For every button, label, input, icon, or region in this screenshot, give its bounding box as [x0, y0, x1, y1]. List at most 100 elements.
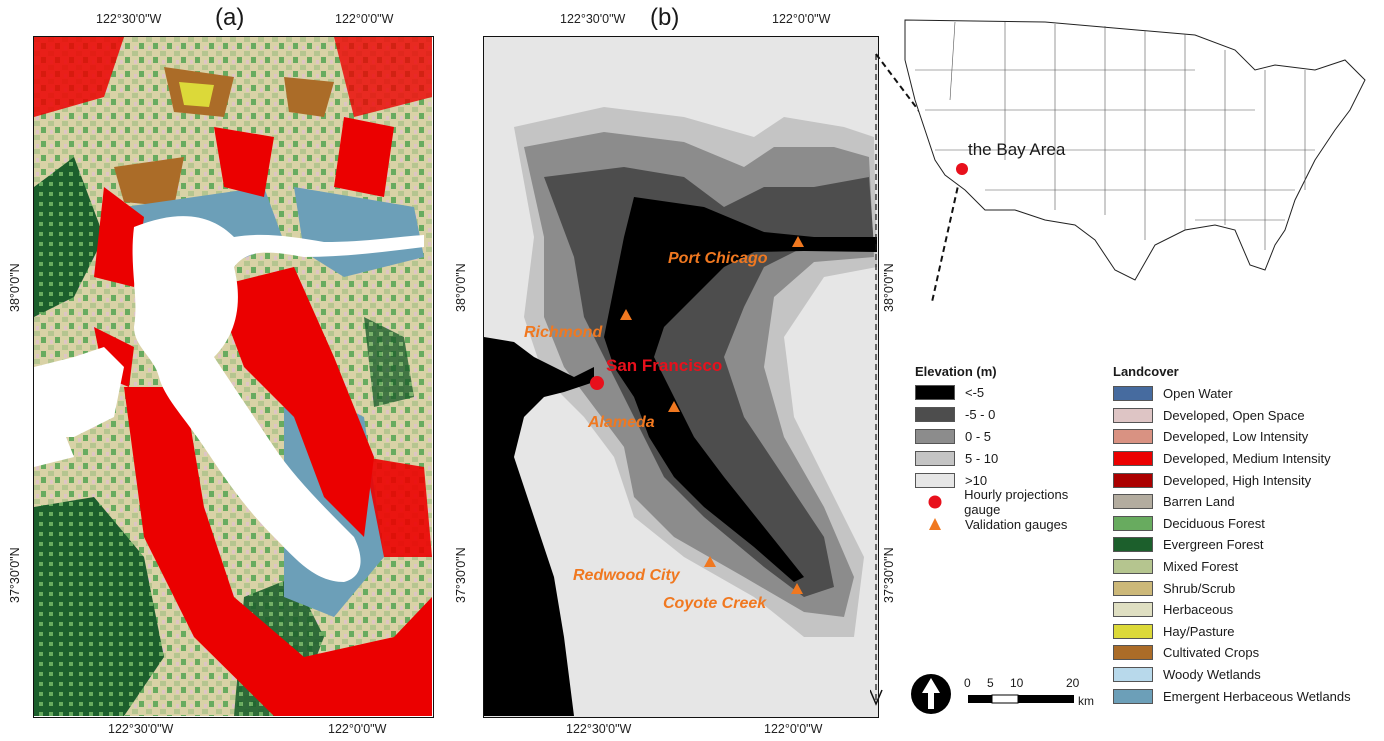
- landcover-swatch: [1113, 537, 1153, 553]
- landcover-class-label: Barren Land: [1163, 494, 1235, 510]
- elevation-class-3: 0 - 5: [915, 425, 1105, 447]
- elevation-swatch: [915, 450, 955, 466]
- elevation-class-label: -5 - 0: [965, 406, 996, 422]
- label-coyote-creek: Coyote Creek: [663, 595, 767, 612]
- elevation-class-5: >10: [915, 469, 1105, 491]
- landcover-class: Barren Land: [1113, 491, 1378, 513]
- landcover-class: Deciduous Forest: [1113, 513, 1378, 535]
- landcover-class: Shrub/Scrub: [1113, 577, 1378, 599]
- landcover-swatch: [1113, 688, 1153, 704]
- inset-bay-area-label: the Bay Area: [968, 140, 1066, 159]
- landcover-map: [33, 36, 434, 718]
- landcover-class: Hay/Pasture: [1113, 621, 1378, 643]
- scale-unit: km: [1078, 694, 1094, 708]
- landcover-class-label: Herbaceous: [1163, 602, 1234, 618]
- scale-bar-graphic: [968, 694, 1074, 704]
- panel-a-label: (a): [215, 4, 245, 31]
- label-richmond: Richmond: [524, 324, 603, 341]
- elevation-class-label: 5 - 10: [965, 450, 999, 466]
- landcover-swatch: [1113, 515, 1153, 531]
- landcover-class-label: Woody Wetlands: [1163, 667, 1261, 683]
- b-top-lon-2: 122°0'0"W: [772, 12, 831, 26]
- landcover-swatch: [1113, 472, 1153, 488]
- elevation-class-1: <-5: [915, 381, 1105, 403]
- landcover-swatch: [1113, 623, 1153, 639]
- landcover-swatch: [1113, 429, 1153, 445]
- elevation-swatch: [915, 384, 955, 400]
- elevation-class-4: 5 - 10: [915, 447, 1105, 469]
- scale-tick-0: 0: [964, 676, 971, 690]
- landcover-class-label: Developed, Low Intensity: [1163, 429, 1309, 445]
- landcover-class-label: Developed, Medium Intensity: [1163, 451, 1331, 467]
- landcover-swatch: [1113, 451, 1153, 467]
- elevation-legend-title: Elevation (m): [915, 364, 997, 379]
- a-top-lon-1: 122°30'0"W: [96, 12, 162, 26]
- b-top-lon-1: 122°30'0"W: [560, 12, 626, 26]
- landcover-class-label: Emergent Herbaceous Wetlands: [1163, 688, 1351, 704]
- a-left-lat-2: 37°30'0"N: [8, 547, 22, 603]
- elevation-swatch: [915, 428, 955, 444]
- b-bottom-lon-2: 122°0'0"W: [764, 722, 823, 736]
- b-bottom-lon-1: 122°30'0"W: [566, 722, 632, 736]
- scale-tick-10: 10: [1010, 676, 1024, 690]
- scale-tick-5: 5: [987, 676, 994, 690]
- label-port-chicago: Port Chicago: [668, 250, 768, 267]
- north-arrow-icon: [910, 673, 952, 715]
- landcover-swatch: [1113, 494, 1153, 510]
- landcover-swatch: [1113, 645, 1153, 661]
- a-left-lat-1: 38°0'0"N: [8, 263, 22, 312]
- landcover-legend-title: Landcover: [1113, 364, 1179, 379]
- elevation-class-label: <-5: [965, 384, 985, 400]
- validation-gauge-legend-row: Validation gauges: [915, 513, 1105, 535]
- scale-tick-20: 20: [1066, 676, 1080, 690]
- landcover-class-label: Mixed Forest: [1163, 559, 1239, 575]
- landcover-class: Cultivated Crops: [1113, 642, 1378, 664]
- landcover-class-label: Cultivated Crops: [1163, 645, 1260, 661]
- landcover-class-label: Hay/Pasture: [1163, 623, 1235, 639]
- landcover-legend: Landcover Open Water Developed, Open Spa…: [1113, 364, 1378, 707]
- landcover-swatch: [1113, 407, 1153, 423]
- landcover-map-graphic: [34, 37, 432, 716]
- elevation-map: [483, 36, 879, 718]
- validation-gauge-label: Validation gauges: [965, 516, 1068, 532]
- label-alameda: Alameda: [588, 414, 655, 431]
- landcover-swatch: [1113, 559, 1153, 575]
- landcover-swatch: [1113, 602, 1153, 618]
- elevation-swatch: [915, 472, 955, 488]
- landcover-class: Emergent Herbaceous Wetlands: [1113, 685, 1378, 707]
- scale-bar: 0 5 10 20 km: [960, 676, 1100, 712]
- hourly-gauge-label: Hourly projections gauge: [964, 487, 1069, 517]
- landcover-class-label: Deciduous Forest: [1163, 515, 1265, 531]
- label-redwood-city: Redwood City: [573, 567, 680, 584]
- landcover-class: Developed, High Intensity: [1113, 469, 1378, 491]
- landcover-class-label: Developed, Open Space: [1163, 407, 1305, 423]
- landcover-class: Developed, Open Space: [1113, 405, 1378, 427]
- us-inset-map: [895, 10, 1373, 300]
- landcover-class: Developed, Medium Intensity: [1113, 448, 1378, 470]
- elevation-swatch: [915, 406, 955, 422]
- b-left-lat-1: 38°0'0"N: [454, 263, 468, 312]
- landcover-class: Woody Wetlands: [1113, 664, 1378, 686]
- landcover-class-label: Shrub/Scrub: [1163, 580, 1236, 596]
- elevation-map-graphic: [484, 37, 877, 716]
- landcover-class: Evergreen Forest: [1113, 534, 1378, 556]
- label-san-francisco: San Francisco: [606, 356, 723, 375]
- landcover-class: Mixed Forest: [1113, 556, 1378, 578]
- a-bottom-lon-2: 122°0'0"W: [328, 722, 387, 736]
- elevation-class-label: >10: [965, 472, 988, 488]
- landcover-class: Open Water: [1113, 383, 1378, 405]
- landcover-class-label: Developed, High Intensity: [1163, 472, 1312, 488]
- landcover-class-label: Open Water: [1163, 386, 1233, 402]
- landcover-class: Herbaceous: [1113, 599, 1378, 621]
- landcover-class-label: Evergreen Forest: [1163, 537, 1264, 553]
- elevation-class-2: -5 - 0: [915, 403, 1105, 425]
- validation-gauge-marker-icon: [929, 518, 941, 530]
- landcover-swatch: [1113, 386, 1153, 402]
- panel-b-label: (b): [650, 4, 680, 31]
- a-top-lon-2: 122°0'0"W: [335, 12, 394, 26]
- hourly-gauge-marker-icon: [928, 495, 942, 509]
- landcover-swatch: [1113, 580, 1153, 596]
- landcover-swatch: [1113, 667, 1153, 683]
- a-bottom-lon-1: 122°30'0"W: [108, 722, 174, 736]
- landcover-class: Developed, Low Intensity: [1113, 426, 1378, 448]
